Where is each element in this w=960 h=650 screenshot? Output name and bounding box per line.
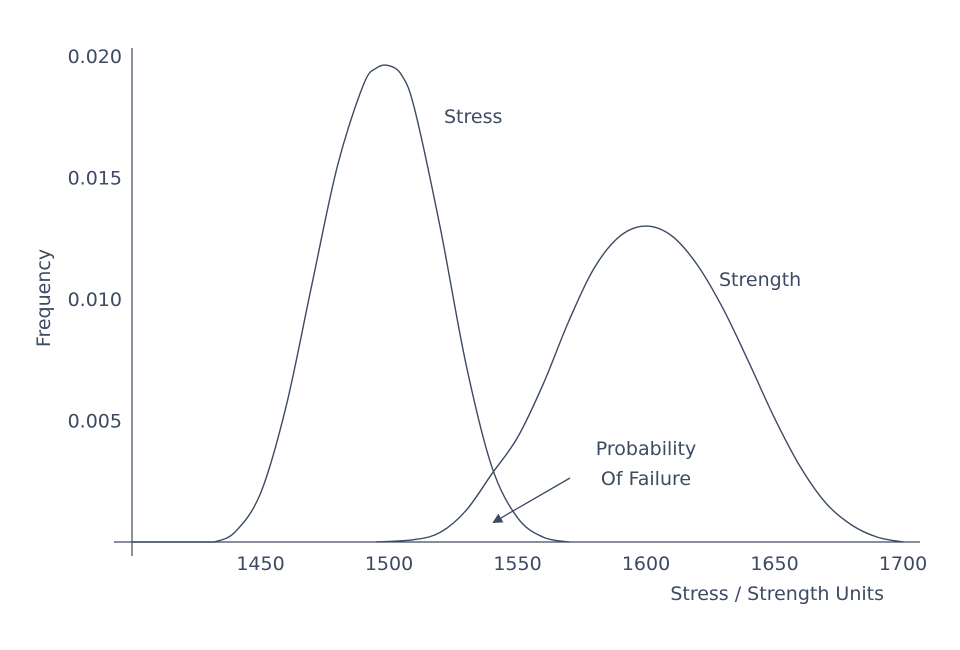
x-tick-label: 1650: [750, 553, 798, 575]
y-tick-label: 0.010: [68, 289, 122, 311]
x-tick-label: 1600: [622, 553, 670, 575]
failure-label-line2: Of Failure: [601, 468, 691, 490]
strength-curve: [376, 225, 904, 543]
x-axis-title: Stress / Strength Units: [670, 583, 884, 605]
x-tick-labels: 1450 1500 1550 1600 1650 1700: [236, 553, 927, 575]
x-tick-label: 1500: [365, 553, 413, 575]
stress-curve: [132, 64, 570, 543]
x-tick-label: 1700: [879, 553, 927, 575]
y-tick-labels: 0.005 0.010 0.015 0.020: [68, 46, 122, 433]
failure-label-line1: Probability: [596, 438, 696, 460]
stress-series-label: Stress: [444, 106, 502, 128]
y-axis-title: Frequency: [33, 249, 55, 347]
strength-series-label: Strength: [719, 269, 801, 291]
failure-arrow: [492, 477, 571, 524]
x-tick-label: 1550: [493, 553, 541, 575]
y-tick-label: 0.005: [68, 411, 122, 433]
x-tick-label: 1450: [236, 553, 284, 575]
y-tick-label: 0.020: [68, 46, 122, 68]
y-tick-label: 0.015: [68, 168, 122, 190]
